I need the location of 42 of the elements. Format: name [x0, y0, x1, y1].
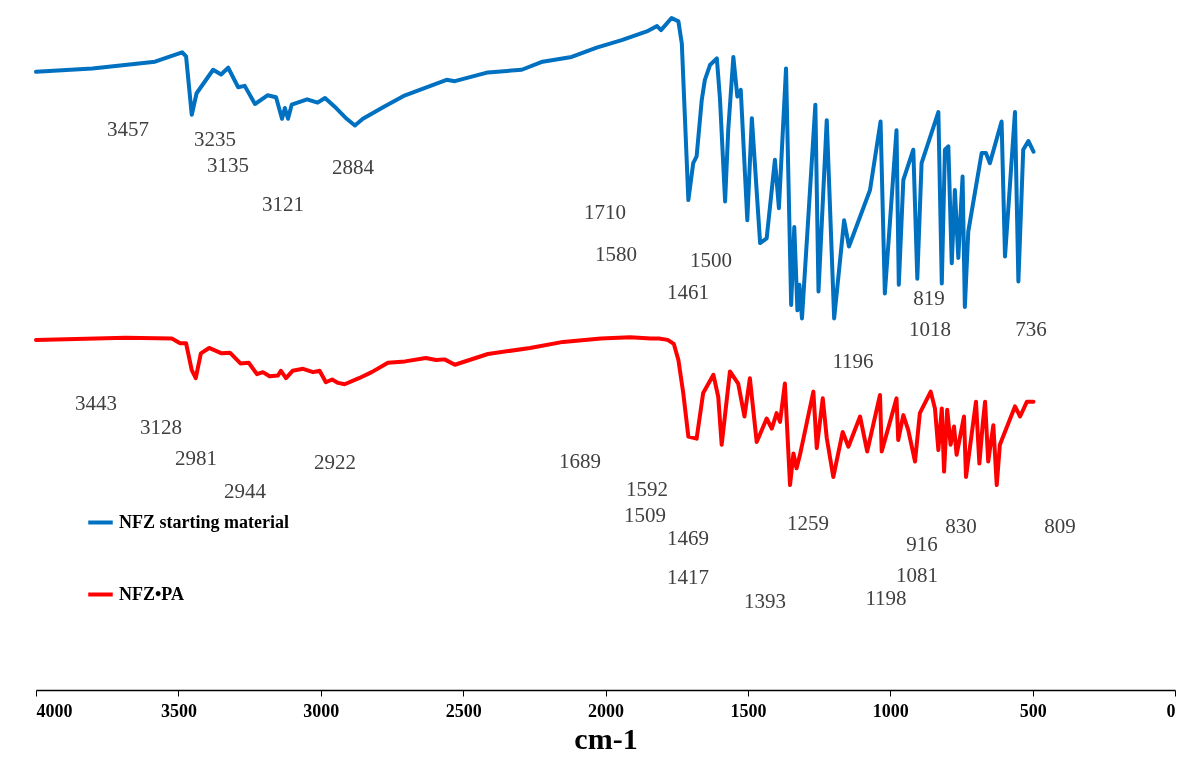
annotation: 1500 — [690, 248, 732, 272]
annotation: 1196 — [832, 349, 874, 373]
x-tick-label: 0 — [1166, 700, 1176, 721]
x-tick-label: 2000 — [588, 700, 624, 721]
annotation: 916 — [906, 532, 938, 556]
annotation: 1081 — [896, 563, 938, 587]
annotation: 819 — [913, 286, 945, 310]
x-tick-label: 1000 — [872, 700, 909, 721]
legend-label: NFZ starting material — [119, 511, 289, 532]
annotation: 1393 — [744, 589, 786, 613]
x-tick-label: 1500 — [730, 700, 767, 721]
x-tick-label: 3000 — [303, 700, 340, 721]
legend-label: NFZ•PA — [119, 583, 184, 604]
annotation: 1018 — [909, 317, 951, 341]
annotation: 2884 — [332, 155, 375, 179]
annotation: 1580 — [595, 242, 637, 266]
annotation: 3121 — [262, 192, 304, 216]
annotation: 830 — [945, 514, 977, 538]
annotation: 3128 — [140, 415, 182, 439]
annotation: 1592 — [626, 477, 668, 501]
annotation: 3135 — [207, 153, 249, 177]
annotation: 1710 — [584, 200, 626, 224]
annotation: 1259 — [787, 511, 829, 535]
annotation: 1198 — [865, 586, 907, 610]
x-tick-label: 2500 — [445, 700, 482, 721]
annotation: 736 — [1015, 317, 1047, 341]
annotation: 1469 — [667, 526, 709, 550]
annotation: 3235 — [194, 127, 236, 151]
annotation: 3443 — [75, 391, 117, 415]
annotation: 1689 — [559, 449, 601, 473]
x-axis-title: cm-1 — [574, 721, 638, 755]
annotation: 2981 — [175, 446, 217, 470]
x-tick-label: 500 — [1019, 700, 1047, 721]
annotation: 2922 — [314, 450, 356, 474]
annotation: 809 — [1044, 514, 1076, 538]
annotation: 1461 — [667, 280, 709, 304]
annotation: 1509 — [624, 503, 666, 527]
annotation: 1417 — [667, 565, 709, 589]
x-tick-label: 3500 — [160, 700, 197, 721]
x-tick-label: 4000 — [36, 700, 73, 721]
annotation: 2944 — [224, 479, 267, 503]
annotation: 3457 — [107, 117, 149, 141]
